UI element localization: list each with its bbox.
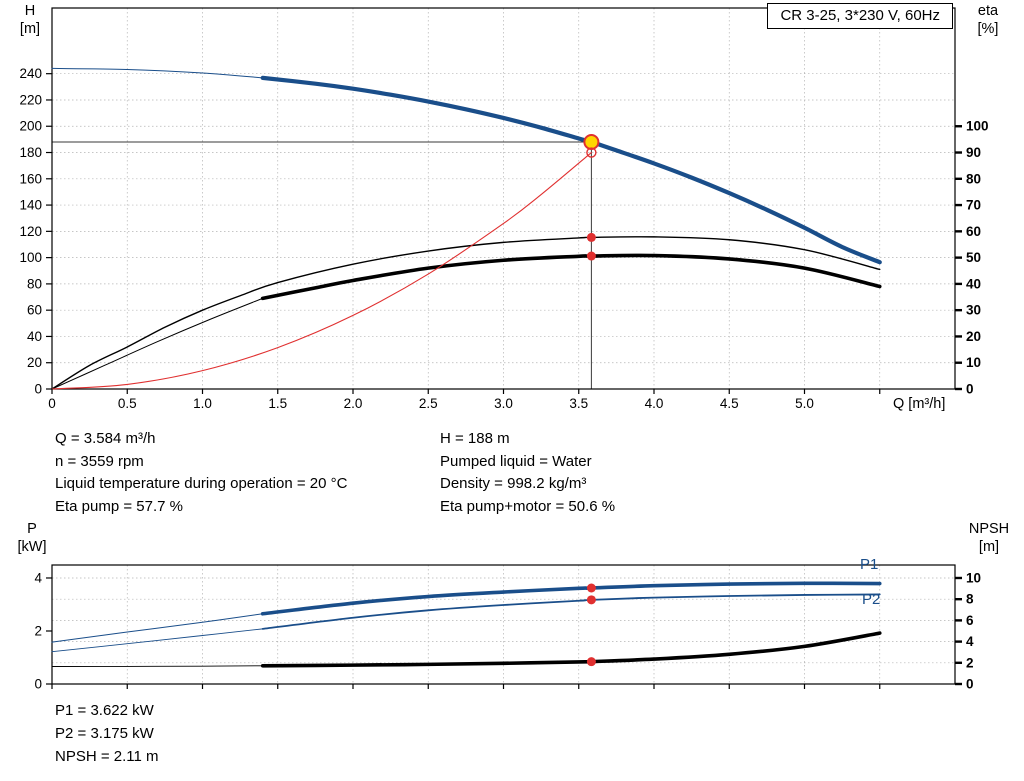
npsh-axis-symbol: NPSH: [968, 521, 1010, 537]
p-axis-symbol: P: [27, 521, 37, 537]
svg-text:0.5: 0.5: [118, 396, 137, 411]
svg-text:200: 200: [19, 119, 42, 134]
svg-text:5.0: 5.0: [795, 396, 814, 411]
eta-axis-label: eta [%]: [964, 2, 1012, 38]
result-npsh: NPSH = 2.11 m: [55, 748, 159, 765]
svg-text:4.5: 4.5: [720, 396, 739, 411]
p2-curve-label: P2: [862, 591, 881, 608]
svg-text:6: 6: [966, 613, 974, 628]
svg-text:80: 80: [27, 276, 42, 291]
info-eta-pump: Eta pump = 57.7 %: [55, 498, 183, 515]
svg-text:0: 0: [34, 677, 42, 692]
svg-text:2.5: 2.5: [419, 396, 438, 411]
svg-text:10: 10: [966, 570, 981, 585]
h-axis-unit: [m]: [19, 21, 41, 37]
svg-text:60: 60: [27, 303, 42, 318]
svg-text:100: 100: [966, 119, 989, 134]
svg-text:90: 90: [966, 145, 981, 160]
svg-text:180: 180: [19, 145, 42, 160]
info-q: Q = 3.584 m³/h: [55, 430, 156, 447]
svg-text:140: 140: [19, 198, 42, 213]
info-eta-total: Eta pump+motor = 50.6 %: [440, 498, 616, 515]
p1-curve-label: P1: [860, 556, 879, 573]
info-liquid: Pumped liquid = Water: [440, 453, 592, 470]
svg-text:80: 80: [966, 171, 981, 186]
svg-text:40: 40: [27, 329, 42, 344]
svg-text:0: 0: [48, 396, 56, 411]
info-h: H = 188 m: [440, 430, 510, 447]
svg-text:0: 0: [966, 677, 974, 692]
svg-text:2.0: 2.0: [344, 396, 363, 411]
info-density: Density = 998.2 kg/m³: [440, 475, 587, 492]
svg-text:160: 160: [19, 171, 42, 186]
svg-text:30: 30: [966, 303, 981, 318]
svg-text:60: 60: [966, 224, 981, 239]
svg-text:0: 0: [966, 382, 974, 397]
npsh-axis-unit: [m]: [978, 539, 1000, 555]
h-axis-label: H [m]: [10, 2, 50, 38]
svg-text:1.0: 1.0: [193, 396, 212, 411]
result-p2: P2 = 3.175 kW: [55, 725, 154, 742]
eta-axis-symbol: eta: [977, 3, 999, 19]
eta-axis-unit: [%]: [977, 21, 999, 37]
p-axis-label: P [kW]: [8, 520, 56, 556]
svg-text:220: 220: [19, 92, 42, 107]
svg-text:70: 70: [966, 198, 981, 213]
svg-text:40: 40: [966, 276, 981, 291]
q-axis-label: Q [m³/h]: [893, 396, 946, 412]
info-temp: Liquid temperature during operation = 20…: [55, 475, 348, 492]
svg-text:4: 4: [34, 570, 42, 585]
svg-text:120: 120: [19, 224, 42, 239]
svg-text:1.5: 1.5: [268, 396, 287, 411]
svg-text:0: 0: [34, 382, 42, 397]
svg-text:20: 20: [966, 329, 981, 344]
svg-text:8: 8: [966, 592, 974, 607]
svg-text:4: 4: [966, 634, 974, 649]
h-axis-symbol: H: [24, 3, 36, 19]
p-axis-unit: [kW]: [17, 539, 47, 555]
svg-text:50: 50: [966, 250, 981, 265]
info-rpm: n = 3559 rpm: [55, 453, 144, 470]
svg-text:3.0: 3.0: [494, 396, 513, 411]
svg-text:20: 20: [27, 355, 42, 370]
svg-text:2: 2: [966, 655, 974, 670]
npsh-axis-label: NPSH [m]: [958, 520, 1020, 556]
svg-text:100: 100: [19, 250, 42, 265]
svg-text:2: 2: [34, 623, 42, 638]
result-p1: P1 = 3.622 kW: [55, 702, 154, 719]
svg-text:10: 10: [966, 355, 981, 370]
svg-text:3.5: 3.5: [569, 396, 588, 411]
pump-title-box: CR 3-25, 3*230 V, 60Hz: [767, 3, 953, 29]
svg-text:4.0: 4.0: [645, 396, 664, 411]
svg-text:240: 240: [19, 66, 42, 81]
